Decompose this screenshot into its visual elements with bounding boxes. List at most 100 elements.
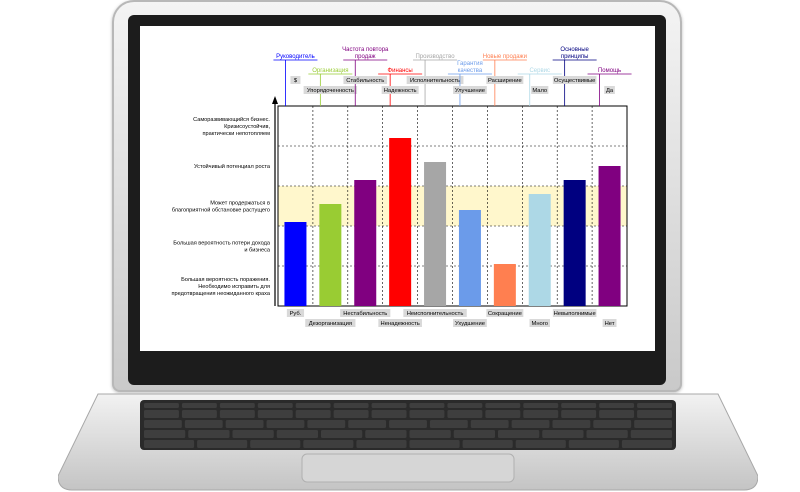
y-level-label: Саморазвивающийся бизнес. — [193, 116, 270, 123]
keyboard-key — [568, 440, 619, 448]
keyboard-key — [371, 403, 407, 408]
y-level-label: Большая вероятность потери дохода — [173, 241, 271, 247]
y-level-label: Необходимо исправить для — [198, 284, 270, 290]
bar — [354, 180, 377, 306]
keyboard-key — [184, 420, 223, 428]
keyboard-key — [144, 430, 186, 438]
keyboard-key — [515, 440, 566, 448]
keyboard-key — [586, 430, 628, 438]
category-label: Основные — [560, 47, 589, 53]
bar — [424, 162, 447, 306]
plot-frame — [277, 105, 628, 307]
keyboard-key — [257, 410, 293, 418]
top-label: Исполнительность — [410, 78, 460, 84]
keyboard-key — [181, 403, 217, 408]
y-level-label: Кризисоустойчив, — [224, 123, 270, 130]
top-label: Расширение — [488, 78, 522, 84]
bottom-label: Неисполнительность — [407, 311, 464, 317]
bar — [389, 138, 412, 306]
category-label: качества — [458, 68, 483, 74]
keyboard-key — [599, 403, 635, 408]
category-label: Организация — [312, 68, 348, 74]
top-label: $ — [294, 78, 298, 84]
keyboard-key — [144, 420, 182, 428]
bottom-label: Сокращение — [488, 311, 522, 317]
keyboard-key — [276, 430, 318, 438]
keyboard-key — [266, 420, 305, 428]
keyboard-key — [498, 430, 540, 438]
bottom-label-box — [453, 319, 487, 327]
top-label-box — [552, 76, 597, 84]
laptop-screen: Большая вероятность поражения. Необходимо… — [140, 26, 655, 351]
bar-chart: Большая вероятность поражения.Необходимо… — [172, 47, 632, 327]
keyboard-key — [348, 420, 387, 428]
top-label: Осуществимые — [554, 78, 595, 84]
keyboard-key — [321, 430, 363, 438]
keyboard-key — [356, 440, 407, 448]
bottom-label: Нет — [605, 321, 615, 327]
keyboard-key — [634, 420, 672, 428]
keyboard-key — [307, 420, 346, 428]
top-label: Упорядоченность — [307, 88, 354, 94]
keyboard-key — [561, 403, 597, 408]
y-level-label: практически непотопляем — [202, 131, 270, 137]
top-label-box — [381, 86, 419, 94]
trackpad — [301, 453, 515, 483]
keyboard-key — [181, 410, 217, 418]
keyboard-key — [295, 410, 331, 418]
bottom-label-box — [286, 309, 305, 317]
bottom-label-box — [602, 319, 617, 327]
bar — [563, 180, 586, 306]
keyboard-key — [144, 410, 179, 418]
laptop-keyboard-base — [58, 393, 758, 491]
keyboard-key — [219, 410, 255, 418]
bar — [319, 204, 342, 306]
category-label: Финансы — [388, 68, 413, 74]
keyboard-key — [188, 430, 230, 438]
bottom-label-box — [552, 309, 597, 317]
keyboard-key — [523, 410, 559, 418]
bottom-label-box — [529, 319, 550, 327]
keyboard-key — [144, 440, 195, 448]
category-label: Сервис — [529, 68, 550, 74]
top-label: Да — [606, 88, 614, 94]
category-label: Руководитель — [276, 54, 315, 60]
keyboard-key — [225, 420, 264, 428]
top-label-box — [406, 76, 464, 84]
bottom-label: Нестабильность — [343, 311, 387, 317]
category-label: Новые продажи — [483, 54, 527, 60]
top-label-box — [453, 86, 487, 94]
keyboard-keys — [144, 403, 672, 448]
bottom-label-box — [305, 319, 356, 327]
keyboard-key — [523, 403, 559, 408]
category-label: Помощь — [598, 68, 621, 74]
keyboard-key — [371, 410, 407, 418]
keyboard-key — [295, 403, 331, 408]
keyboard-key — [409, 410, 445, 418]
top-label-box — [486, 76, 524, 84]
keyboard-key — [409, 403, 445, 408]
bar — [528, 194, 551, 306]
keyboard-key — [447, 403, 483, 408]
keyboard-key — [303, 440, 354, 448]
keyboard-key — [219, 403, 255, 408]
keyboard-key — [542, 430, 584, 438]
bottom-label: Дезорганизация — [309, 321, 352, 327]
category-label: Гарантия — [457, 61, 483, 67]
y-level-label: Большая вероятность поражения. — [181, 277, 270, 283]
keyboard-key — [333, 403, 369, 408]
keyboard-key — [409, 440, 460, 448]
bottom-label: Ухудшение — [455, 321, 485, 327]
category-label: Производство — [415, 54, 455, 60]
y-axis-arrow-head — [272, 96, 278, 104]
y-level-label: Устойчивый потенциал роста — [194, 163, 271, 170]
keyboard-key — [599, 410, 635, 418]
bottom-label: Руб. — [290, 311, 302, 317]
bottom-label-box — [403, 309, 467, 317]
keyboard-key — [470, 420, 509, 428]
top-label-box — [303, 86, 358, 94]
keyboard-key — [453, 430, 495, 438]
top-label-box — [604, 86, 615, 94]
keyboard-key — [593, 420, 632, 428]
category-label: Частота повтора — [342, 47, 389, 53]
